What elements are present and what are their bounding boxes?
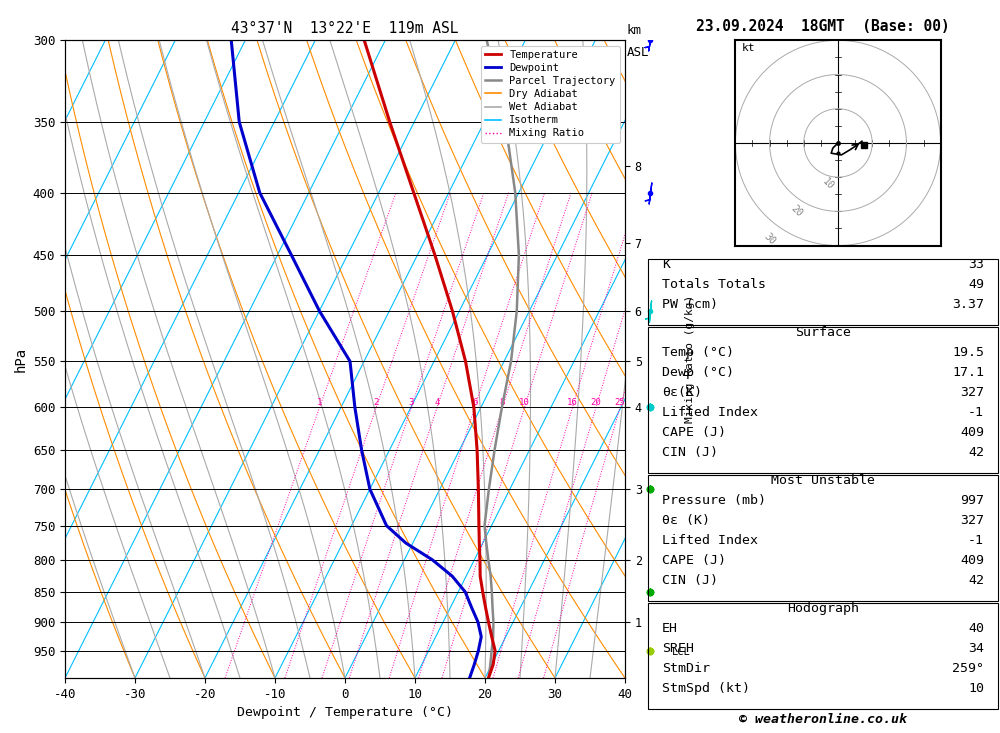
Text: Hodograph: Hodograph <box>787 603 859 616</box>
Text: CIN (J): CIN (J) <box>662 575 718 587</box>
Text: CAPE (J): CAPE (J) <box>662 427 726 439</box>
Text: EH: EH <box>662 622 678 636</box>
Text: 17.1: 17.1 <box>952 366 984 380</box>
Text: 3.37: 3.37 <box>952 298 984 312</box>
Text: 997: 997 <box>960 495 984 507</box>
Text: StmSpd (kt): StmSpd (kt) <box>662 682 750 696</box>
Text: 409: 409 <box>960 554 984 567</box>
Text: CIN (J): CIN (J) <box>662 446 718 460</box>
Text: 4: 4 <box>434 399 440 408</box>
Title: 43°37'N  13°22'E  119m ASL: 43°37'N 13°22'E 119m ASL <box>231 21 459 37</box>
Text: -1: -1 <box>968 406 984 419</box>
Text: Lifted Index: Lifted Index <box>662 406 758 419</box>
Bar <box>648 603 998 709</box>
Text: 409: 409 <box>960 427 984 439</box>
Text: 2: 2 <box>374 399 379 408</box>
Text: 42: 42 <box>968 575 984 587</box>
Text: 10: 10 <box>519 399 530 408</box>
Text: 10: 10 <box>820 177 835 191</box>
Text: 327: 327 <box>960 386 984 399</box>
Text: km: km <box>627 23 642 37</box>
Text: 1: 1 <box>317 399 322 408</box>
Text: Lifted Index: Lifted Index <box>662 534 758 548</box>
Text: Temp (°C): Temp (°C) <box>662 347 734 359</box>
Text: 49: 49 <box>968 279 984 292</box>
Text: 10: 10 <box>968 682 984 696</box>
Text: 327: 327 <box>960 515 984 528</box>
Text: K: K <box>662 259 670 271</box>
Text: 6: 6 <box>472 399 477 408</box>
Bar <box>648 475 998 601</box>
Text: 20: 20 <box>789 204 805 219</box>
Bar <box>648 327 998 473</box>
Text: kt: kt <box>742 43 756 53</box>
Text: 40: 40 <box>968 622 984 636</box>
Text: Most Unstable: Most Unstable <box>771 474 875 487</box>
Text: 19.5: 19.5 <box>952 347 984 359</box>
Bar <box>648 259 998 325</box>
Text: 42: 42 <box>968 446 984 460</box>
Text: -1: -1 <box>968 534 984 548</box>
Text: θε (K): θε (K) <box>662 515 710 528</box>
Legend: Temperature, Dewpoint, Parcel Trajectory, Dry Adiabat, Wet Adiabat, Isotherm, Mi: Temperature, Dewpoint, Parcel Trajectory… <box>481 45 620 143</box>
Text: Totals Totals: Totals Totals <box>662 279 766 292</box>
Text: StmDir: StmDir <box>662 663 710 676</box>
Text: 33: 33 <box>968 259 984 271</box>
Text: CAPE (J): CAPE (J) <box>662 554 726 567</box>
Text: ASL: ASL <box>627 45 650 59</box>
Text: Pressure (mb): Pressure (mb) <box>662 495 766 507</box>
Text: 20: 20 <box>591 399 601 408</box>
Y-axis label: hPa: hPa <box>13 347 27 372</box>
Text: 3: 3 <box>409 399 414 408</box>
Text: Mixing Ratio (g/kg): Mixing Ratio (g/kg) <box>685 295 695 423</box>
Text: Dewp (°C): Dewp (°C) <box>662 366 734 380</box>
Text: 16: 16 <box>567 399 578 408</box>
Text: © weatheronline.co.uk: © weatheronline.co.uk <box>739 712 907 726</box>
Text: 259°: 259° <box>952 663 984 676</box>
Text: LCL: LCL <box>672 647 691 657</box>
Text: PW (cm): PW (cm) <box>662 298 718 312</box>
Text: 8: 8 <box>500 399 505 408</box>
Text: θε(K): θε(K) <box>662 386 702 399</box>
X-axis label: Dewpoint / Temperature (°C): Dewpoint / Temperature (°C) <box>237 707 453 719</box>
Text: 23.09.2024  18GMT  (Base: 00): 23.09.2024 18GMT (Base: 00) <box>696 19 950 34</box>
Text: 34: 34 <box>968 643 984 655</box>
Text: 30: 30 <box>762 231 777 246</box>
Text: 25: 25 <box>615 399 625 408</box>
Text: Surface: Surface <box>795 326 851 339</box>
Text: SREH: SREH <box>662 643 694 655</box>
